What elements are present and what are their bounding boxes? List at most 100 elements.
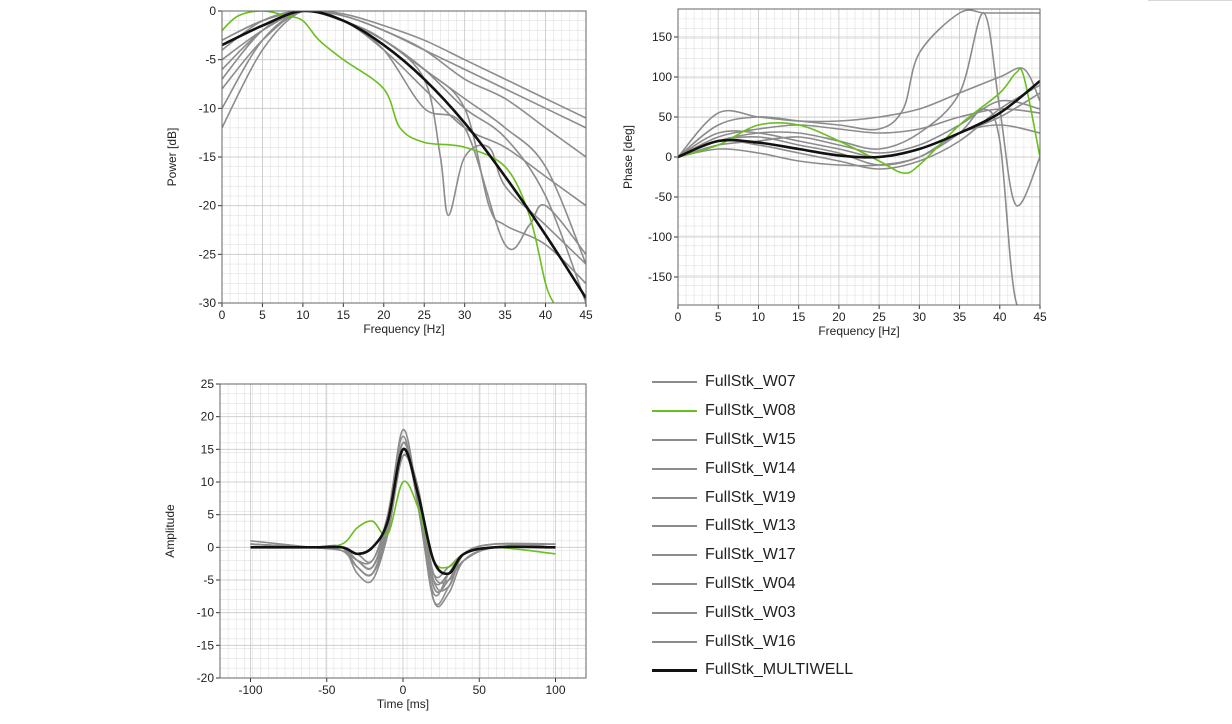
- x-tick-label: 45: [579, 308, 593, 322]
- x-tick-label: 10: [296, 308, 310, 322]
- x-tick-label: 30: [913, 310, 927, 324]
- legend-label: FullStk_W07: [705, 373, 796, 391]
- y-axis-label: Power [dB]: [165, 128, 179, 187]
- series-line-fullstk-w14: [222, 11, 586, 255]
- legend-item: FullStk_W08: [652, 397, 952, 426]
- x-tick-label: 40: [993, 310, 1007, 324]
- legend-item: FullStk_W04: [652, 570, 952, 599]
- x-tick-label: 10: [752, 310, 766, 324]
- y-tick-label: -20: [197, 671, 215, 685]
- y-tick-label: 25: [201, 377, 215, 391]
- legend-label: FullStk_W13: [705, 517, 796, 535]
- y-tick-label: -50: [655, 190, 673, 204]
- corner-divider: [1148, 0, 1232, 1]
- y-tick-label: -150: [648, 270, 672, 284]
- y-tick-label: 5: [207, 508, 214, 522]
- legend-item: FullStk_W15: [652, 426, 952, 455]
- x-tick-label: 40: [539, 308, 553, 322]
- legend-swatch: [652, 496, 697, 499]
- series-line-fullstk-multiwell: [678, 79, 1040, 159]
- plot-frame: [219, 383, 587, 679]
- x-tick-label: 0: [219, 308, 226, 322]
- series-line-fullstk-w14: [678, 67, 1040, 158]
- series-line-fullstk-w04: [678, 124, 1040, 166]
- phase-spectrum-chart: 0 5 10 15 20 25 30 35 40 45 150 100 50 0 -50 -100 -150 Fr…: [621, 8, 1047, 338]
- x-axis-label: Frequency [Hz]: [818, 324, 899, 338]
- legend-label: FullStk_W17: [705, 546, 796, 564]
- x-tick-label: 5: [715, 310, 722, 324]
- y-tick-label: 0: [209, 4, 216, 18]
- x-tick-label: 50: [473, 683, 487, 697]
- legend-item: FullStk_W19: [652, 483, 952, 512]
- legend-label: FullStk_W08: [705, 402, 796, 420]
- legend: FullStk_W07 FullStk_W08 FullStk_W15 Full…: [652, 368, 952, 685]
- legend-swatch: [652, 640, 697, 643]
- x-tick-label: 15: [792, 310, 806, 324]
- x-tick-label: 25: [872, 310, 886, 324]
- y-tick-label: -25: [199, 247, 217, 261]
- legend-swatch: [652, 525, 697, 528]
- legend-swatch: [652, 467, 697, 470]
- legend-item: FullStk_W14: [652, 454, 952, 483]
- y-axis-label: Phase [deg]: [621, 125, 635, 189]
- legend-label: FullStk_MULTIWELL: [705, 661, 854, 679]
- x-tick-label: 5: [259, 308, 266, 322]
- y-tick-label: 50: [659, 110, 673, 124]
- x-tick-label: 25: [418, 308, 432, 322]
- power-spectrum-chart: 0 5 10 15 20 25 30 35 40 45 0 -5 -10 -15 -20 -25 -30 Freq…: [165, 4, 593, 336]
- legend-swatch: [652, 381, 697, 384]
- legend-label: FullStk_W04: [705, 574, 796, 592]
- legend-swatch: [652, 410, 697, 413]
- y-axis-label: Amplitude: [163, 504, 177, 558]
- y-tick-label: -30: [199, 296, 217, 310]
- legend-item: FullStk_W13: [652, 512, 952, 541]
- y-tick-label: -10: [197, 606, 215, 620]
- x-tick-label: -50: [318, 683, 336, 697]
- y-tick-label: -100: [648, 230, 672, 244]
- plot-frame: [677, 8, 1041, 306]
- legend-item: FullStk_W16: [652, 627, 952, 656]
- legend-label: FullStk_W03: [705, 603, 796, 621]
- x-tick-label: 20: [377, 308, 391, 322]
- x-tick-label: 0: [675, 310, 682, 324]
- y-tick-label: -5: [203, 573, 214, 587]
- y-tick-label: 10: [201, 475, 215, 489]
- x-tick-label: 30: [458, 308, 472, 322]
- legend-item: FullStk_MULTIWELL: [652, 656, 952, 685]
- legend-item: FullStk_W03: [652, 598, 952, 627]
- x-axis-label: Frequency [Hz]: [363, 322, 444, 336]
- y-tick-label: 20: [201, 410, 215, 424]
- series-line-fullstk-w08: [678, 67, 1040, 174]
- series-line-fullstk-multiwell: [250, 447, 556, 576]
- y-tick-label: -10: [199, 101, 217, 115]
- legend-label: FullStk_W14: [705, 459, 796, 477]
- legend-label: FullStk_W19: [705, 488, 796, 506]
- x-tick-label: 35: [953, 310, 967, 324]
- y-tick-label: -15: [199, 150, 217, 164]
- y-tick-label: 150: [652, 30, 672, 44]
- x-tick-label: 15: [337, 308, 351, 322]
- y-tick-label: 0: [207, 540, 214, 554]
- y-tick-label: 0: [665, 150, 672, 164]
- legend-item: FullStk_W17: [652, 541, 952, 570]
- x-tick-label: 20: [832, 310, 846, 324]
- legend-swatch: [652, 554, 697, 557]
- x-tick-label: -100: [238, 683, 262, 697]
- x-tick-label: 0: [400, 683, 407, 697]
- legend-swatch: [652, 438, 697, 441]
- plot-frame: [221, 10, 587, 304]
- x-tick-label: 100: [545, 683, 565, 697]
- legend-swatch: [652, 582, 697, 585]
- series-line-fullstk-multiwell: [222, 11, 586, 299]
- x-axis-label: Time [ms]: [377, 697, 429, 711]
- y-tick-label: 15: [201, 442, 215, 456]
- x-tick-label: 45: [1033, 310, 1047, 324]
- y-tick-label: -5: [205, 53, 216, 67]
- legend-swatch: [652, 668, 697, 672]
- legend-label: FullStk_W16: [705, 632, 796, 650]
- series-line-fullstk-w03: [678, 108, 1040, 158]
- series-line-fullstk-w04: [222, 11, 586, 285]
- y-tick-label: -20: [199, 199, 217, 213]
- legend-label: FullStk_W15: [705, 430, 796, 448]
